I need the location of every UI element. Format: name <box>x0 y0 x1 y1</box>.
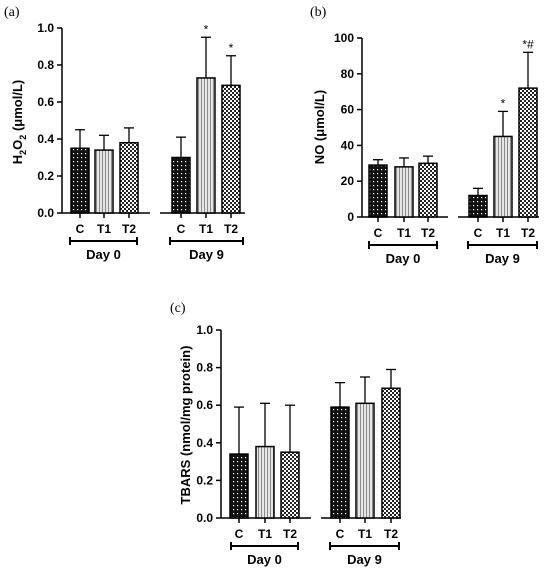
y-tick-label-b: 80 <box>341 67 355 81</box>
y-tick-label-c: 0.0 <box>196 511 213 525</box>
category-label-a: T2 <box>224 222 238 236</box>
panel-b-label: (b) <box>310 5 327 20</box>
y-tick-label-b: 60 <box>341 103 355 117</box>
y-tick-label-c: 1.0 <box>196 323 213 337</box>
group-label-c: Day 0 <box>247 552 282 567</box>
category-label-c: T1 <box>358 527 372 541</box>
panel-a: (a) H2O2 (μmol/L) 0.0 0.2 0.4 0.6 0.8 1.0 C T1 T… <box>4 5 245 262</box>
category-label-a: T1 <box>199 222 213 236</box>
bar-b-t2-2 <box>518 87 538 218</box>
bar-b-t1-2 <box>493 135 513 218</box>
group-label-c: Day 9 <box>347 552 382 567</box>
category-label-c: C <box>336 527 345 541</box>
significance-mark-a: * <box>229 41 234 55</box>
panel-a-label: (a) <box>4 5 20 20</box>
bar-b-t1-1 <box>394 166 414 218</box>
category-label-b: T1 <box>496 226 510 240</box>
category-label-a: T1 <box>97 222 111 236</box>
y-tick-label-a: 0.4 <box>37 132 54 146</box>
category-label-a: T2 <box>122 222 136 236</box>
bar-c-c-2 <box>330 406 350 519</box>
bar-a-t2-2 <box>221 84 241 214</box>
bar-a-t2-1 <box>119 141 139 214</box>
bar-c-c-1 <box>229 453 249 519</box>
y-tick-label-a: 0.6 <box>37 95 54 109</box>
y-tick-label-a: 0.2 <box>37 169 54 183</box>
significance-mark-a: * <box>204 22 209 36</box>
category-label-c: C <box>235 527 244 541</box>
panel-c: (c) TBARS (nmol/mg protein) 0.0 0.2 0.4 0.6… <box>170 301 401 567</box>
y-tick-label-b: 0 <box>347 210 354 224</box>
group-label-a: Day 9 <box>189 247 224 262</box>
category-label-c: T1 <box>258 527 272 541</box>
category-label-b: C <box>374 226 383 240</box>
category-label-b: T2 <box>421 226 435 240</box>
significance-mark-b: *# <box>522 37 534 51</box>
category-label-c: T2 <box>283 527 297 541</box>
y-tick-label-c: 0.6 <box>196 398 213 412</box>
bar-a-c-1 <box>70 147 90 214</box>
bar-c-t2-1 <box>280 451 300 519</box>
y-tick-label-b: 100 <box>334 31 354 45</box>
group-label-b: Day 9 <box>485 251 520 266</box>
y-tick-label-b: 40 <box>341 138 355 152</box>
panel-a-ylabel: H2O2 (μmol/L) <box>10 80 28 164</box>
category-label-c: T2 <box>384 527 398 541</box>
y-tick-label-a: 0.8 <box>37 58 54 72</box>
panel-b-ylabel: NO (μmol/L) <box>312 90 327 164</box>
group-label-b: Day 0 <box>386 251 421 266</box>
bar-a-t1-2 <box>196 77 216 214</box>
y-tick-label-a: 1.0 <box>37 21 54 35</box>
y-tick-label-c: 0.4 <box>196 436 213 450</box>
y-tick-label-a: 0.0 <box>37 206 54 220</box>
bar-b-c-2 <box>468 194 488 218</box>
bar-b-c-1 <box>368 164 388 218</box>
bar-a-t1-1 <box>94 149 114 214</box>
y-tick-label-b: 20 <box>341 174 355 188</box>
y-tick-label-c: 0.2 <box>196 473 213 487</box>
bar-c-t2-2 <box>381 387 401 519</box>
y-tick-label-c: 0.8 <box>196 361 213 375</box>
panel-c-ylabel: TBARS (nmol/mg protein) <box>178 346 193 505</box>
category-label-b: C <box>474 226 483 240</box>
bar-b-t2-1 <box>418 162 438 218</box>
category-label-b: T2 <box>521 226 535 240</box>
panel-c-label: (c) <box>170 301 186 316</box>
bar-a-c-2 <box>171 156 191 214</box>
bar-c-t1-1 <box>255 445 275 519</box>
category-label-a: C <box>177 222 186 236</box>
category-label-b: T1 <box>397 226 411 240</box>
bar-c-t1-2 <box>355 402 375 519</box>
category-label-a: C <box>76 222 85 236</box>
significance-mark-b: * <box>501 96 506 110</box>
group-label-a: Day 0 <box>86 247 121 262</box>
